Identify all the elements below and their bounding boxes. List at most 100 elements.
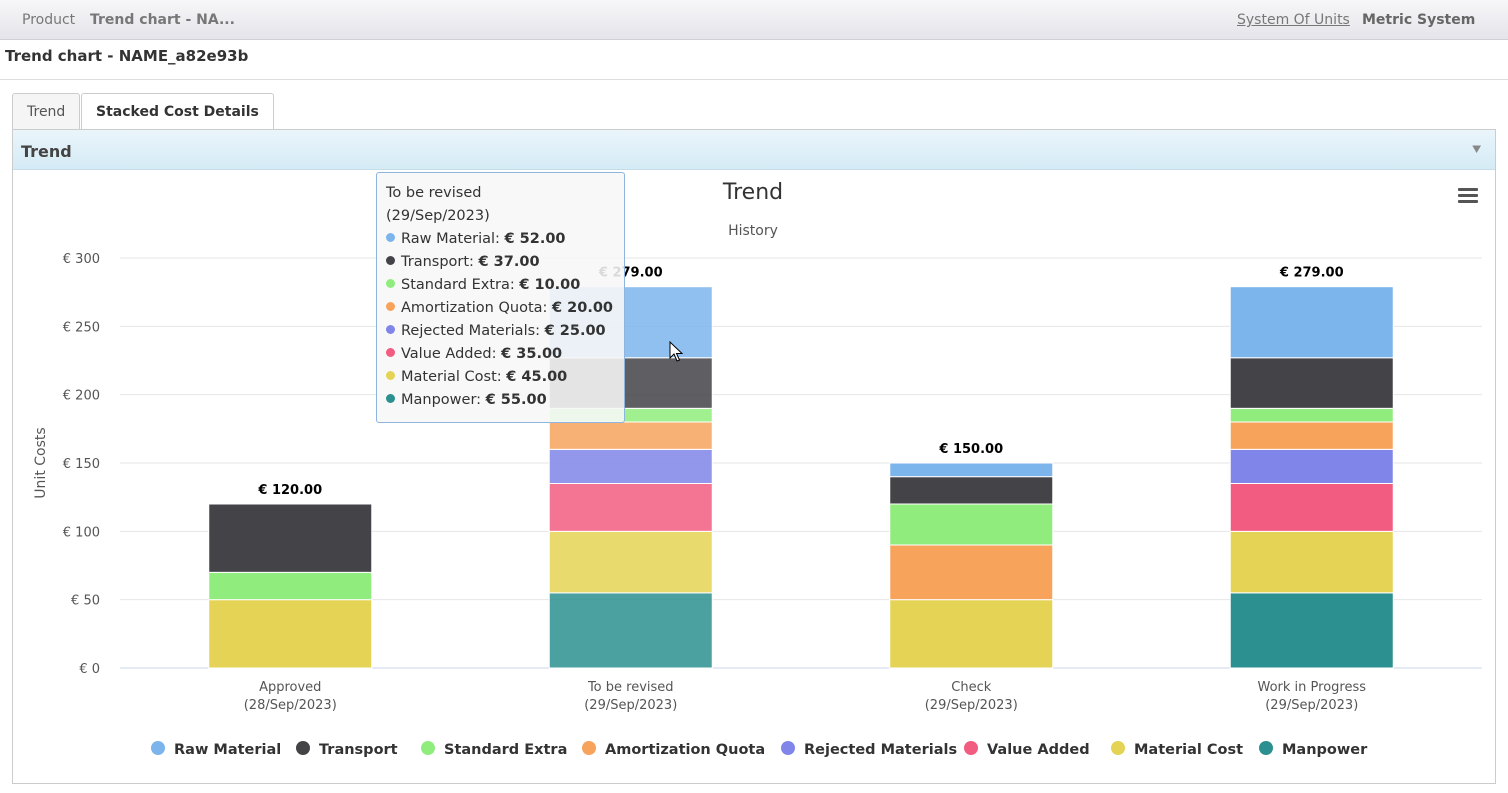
- y-tick-label: € 250: [63, 320, 100, 335]
- tooltip-date: (29/Sep/2023): [386, 208, 490, 224]
- tooltip-row-label: Amortization Quota:: [401, 300, 553, 316]
- tooltip-row-value: € 20.00: [552, 300, 614, 316]
- tab-trend[interactable]: Trend: [12, 93, 81, 130]
- tooltip-row: Material Cost: € 45.00: [386, 366, 615, 389]
- legend-item-label[interactable]: Transport: [319, 742, 398, 758]
- x-tick-date: (29/Sep/2023): [1265, 698, 1358, 713]
- bar-segment: [1229, 530, 1394, 594]
- bar-segment: [889, 476, 1054, 505]
- tooltip-row-label: Value Added:: [401, 346, 502, 362]
- tooltip-row-label: Transport:: [401, 254, 479, 270]
- tooltip-row-value: € 37.00: [478, 254, 540, 270]
- x-tick-label: Work in Progress: [1257, 680, 1366, 695]
- panel-header[interactable]: Trend ⯆: [13, 130, 1495, 170]
- tooltip-row-value: € 45.00: [506, 369, 568, 385]
- bar-total-label: € 120.00: [257, 483, 322, 498]
- page-title: Trend chart - NAME_a82e93b: [5, 47, 249, 65]
- bar-segment: [1229, 448, 1394, 485]
- legend-marker: [1259, 741, 1273, 755]
- bar-total-label: € 150.00: [938, 442, 1003, 457]
- bar-segment: [1229, 592, 1394, 669]
- series-dot-icon: [386, 279, 395, 288]
- double-chevron-down-icon[interactable]: ⯆: [1470, 140, 1483, 159]
- legend-marker: [582, 741, 596, 755]
- tooltip-row: Amortization Quota: € 20.00: [386, 297, 615, 320]
- y-axis-label: Unit Costs: [33, 427, 49, 498]
- x-tick-date: (29/Sep/2023): [584, 698, 677, 713]
- x-tick-date: (28/Sep/2023): [244, 698, 337, 713]
- legend-item-label[interactable]: Material Cost: [1134, 742, 1243, 758]
- system-of-units-link[interactable]: System Of Units: [1237, 12, 1350, 28]
- legend-marker: [421, 741, 435, 755]
- mouse-cursor-icon: [669, 341, 683, 362]
- hamburger-menu-icon[interactable]: [1458, 188, 1478, 206]
- legend-item-label[interactable]: Standard Extra: [444, 742, 567, 758]
- x-tick-label: To be revised: [587, 680, 674, 695]
- bar-segment: [548, 421, 713, 450]
- tab-stacked-cost-details[interactable]: Stacked Cost Details: [81, 93, 274, 131]
- y-tick-label: € 150: [63, 457, 100, 472]
- legend-item-label[interactable]: Rejected Materials: [804, 742, 957, 758]
- bar-segment: [889, 599, 1054, 669]
- x-tick-label: Check: [951, 680, 991, 695]
- legend-item-label[interactable]: Manpower: [1282, 742, 1368, 758]
- tooltip-row: Standard Extra: € 10.00: [386, 274, 615, 297]
- tooltip-row-value: € 55.00: [485, 392, 547, 408]
- bar-segment: [889, 503, 1054, 546]
- bar-segment: [548, 448, 713, 485]
- top-bar: Product Trend chart - NA... System Of Un…: [0, 0, 1508, 40]
- title-bar: Trend chart - NAME_a82e93b: [0, 40, 1508, 80]
- tooltip-row: Manpower: € 55.00: [386, 389, 615, 412]
- y-tick-label: € 300: [63, 252, 100, 267]
- legend-item-label[interactable]: Amortization Quota: [605, 742, 765, 758]
- bar-total-label: € 279.00: [1279, 266, 1344, 281]
- bar-segment: [1229, 407, 1394, 423]
- bar-segment: [889, 544, 1054, 601]
- bar-segment: [889, 462, 1054, 478]
- tooltip-row-label: Material Cost:: [401, 369, 507, 385]
- series-dot-icon: [386, 348, 395, 357]
- series-dot-icon: [386, 256, 395, 265]
- legend-marker: [151, 741, 165, 755]
- x-tick-date: (29/Sep/2023): [925, 698, 1018, 713]
- tooltip-row-value: € 25.00: [544, 323, 606, 339]
- tooltip-row-label: Raw Material:: [401, 231, 505, 247]
- tooltip-row: Value Added: € 35.00: [386, 343, 615, 366]
- legend-marker: [964, 741, 978, 755]
- tooltip-row-value: € 10.00: [519, 277, 581, 293]
- tooltip-row: Rejected Materials: € 25.00: [386, 320, 615, 343]
- bar-segment: [208, 599, 373, 669]
- bar-segment: [208, 503, 373, 573]
- series-dot-icon: [386, 233, 395, 242]
- chart-title: Trend: [722, 180, 783, 205]
- y-tick-label: € 100: [63, 525, 100, 540]
- tooltip-row-value: € 35.00: [501, 346, 563, 362]
- chart-subtitle: History: [728, 223, 778, 239]
- y-tick-label: € 0: [79, 662, 100, 677]
- legend-marker: [1111, 741, 1125, 755]
- bar-segment: [1229, 357, 1394, 409]
- tooltip-row: Raw Material: € 52.00: [386, 228, 615, 251]
- breadcrumb-product[interactable]: Product: [22, 12, 76, 28]
- y-tick-label: € 200: [63, 389, 100, 404]
- legend-item-label[interactable]: Raw Material: [174, 742, 281, 758]
- bar-segment: [548, 483, 713, 532]
- bar-segment: [1229, 421, 1394, 450]
- y-tick-label: € 50: [71, 594, 100, 609]
- system-of-units-value: Metric System: [1362, 12, 1476, 28]
- tooltip-title: To be revised: [386, 185, 482, 201]
- breadcrumb-current: Trend chart - NA...: [90, 12, 235, 28]
- chart-tooltip: To be revised (29/Sep/2023) Raw Material…: [376, 172, 625, 423]
- legend-item-label[interactable]: Value Added: [987, 742, 1090, 758]
- legend-marker: [781, 741, 795, 755]
- tooltip-row-label: Rejected Materials:: [401, 323, 545, 339]
- x-tick-label: Approved: [259, 680, 321, 695]
- tooltip-row: Transport: € 37.00: [386, 251, 615, 274]
- series-dot-icon: [386, 371, 395, 380]
- legend-marker: [296, 741, 310, 755]
- bar-segment: [1229, 483, 1394, 532]
- bar-segment: [1229, 286, 1394, 359]
- bar-segment: [548, 530, 713, 594]
- tooltip-row-value: € 52.00: [504, 231, 566, 247]
